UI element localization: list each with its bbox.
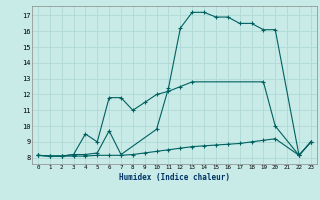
X-axis label: Humidex (Indice chaleur): Humidex (Indice chaleur) [119,173,230,182]
